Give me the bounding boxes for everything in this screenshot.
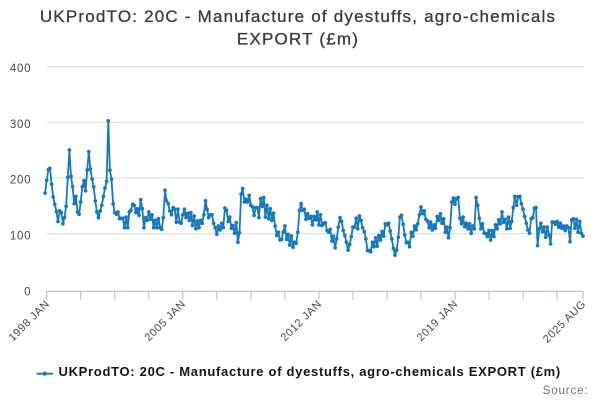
svg-text:UKProdTO: 20C - Manufacture of: UKProdTO: 20C - Manufacture of dyestuffs… [59,364,561,379]
svg-text:UKProdTO: 20C - Manufacture of: UKProdTO: 20C - Manufacture of dyestuffs… [40,7,556,26]
svg-text:100: 100 [10,231,31,243]
svg-text:200: 200 [10,175,31,187]
svg-text:Source:: Source: [543,384,589,397]
svg-text:EXPORT (£m): EXPORT (£m) [237,30,359,49]
svg-text:0: 0 [24,287,31,299]
svg-text:400: 400 [10,63,31,75]
svg-text:300: 300 [10,119,31,131]
